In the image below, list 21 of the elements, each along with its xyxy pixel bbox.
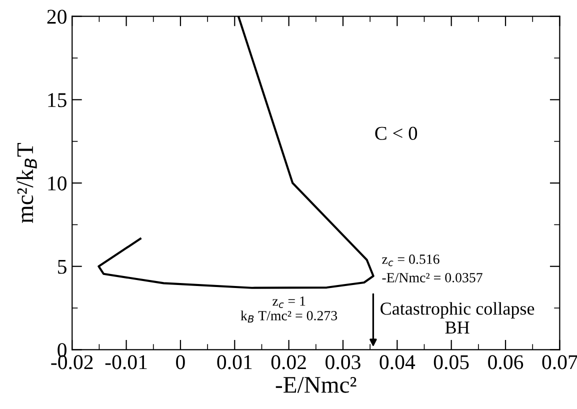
y-tick-label: 20 — [47, 10, 66, 24]
x-tick-label: 0.01 — [217, 355, 252, 370]
y-tick-label: 15 — [48, 93, 66, 108]
annotation: z$_{c}$ = 0.516 -E/Nmc² = 0.0357 — [382, 254, 482, 282]
x-tick-label: 0.06 — [488, 355, 524, 370]
x-tick-label: 0.04 — [380, 355, 416, 370]
y-tick-label: 0 — [58, 343, 66, 358]
x-tick-label: 0.02 — [271, 355, 306, 370]
x-tick-label: 0 — [176, 355, 185, 370]
x-axis-title: -E/Nmc² — [276, 377, 356, 393]
x-tick-label: 0.03 — [326, 355, 360, 370]
annotation: C < 0 — [375, 126, 418, 140]
annotation: Catastrophic collapse BH — [380, 302, 534, 334]
y-tick-label: 10 — [48, 176, 66, 190]
text: z$_{c}$ = 1 k$_{B}$ T/mc² = 0.273 — [240, 296, 338, 322]
x-tick-label: 0.05 — [434, 355, 469, 370]
x-tick-label: 0.07 — [542, 355, 577, 370]
x-tick-label: -0.02 — [51, 355, 93, 370]
y-tick-label: 5 — [58, 260, 66, 274]
x-tick-label: -0.01 — [105, 355, 147, 370]
y-axis-title: mc²/k$_{B}$T — [16, 142, 37, 224]
